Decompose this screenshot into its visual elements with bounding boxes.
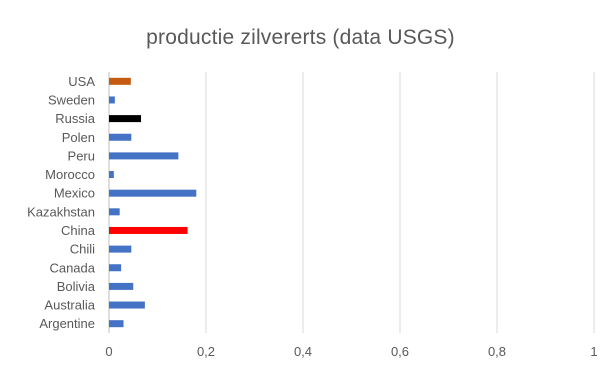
category-label: Canada [49, 260, 95, 275]
category-label: Mexico [54, 186, 95, 201]
category-label: Russia [55, 111, 96, 126]
x-tick-label: 0,2 [197, 344, 215, 359]
bar-sweden [109, 96, 115, 104]
category-label: Sweden [48, 92, 95, 107]
bar-kazakhstan [109, 208, 120, 216]
category-label: USA [68, 74, 95, 89]
category-label: Argentine [39, 316, 95, 331]
bar-mexico [109, 189, 197, 197]
bar-usa [109, 77, 131, 85]
category-label: Polen [62, 130, 95, 145]
category-label: Kazakhstan [27, 204, 95, 219]
x-tick-label: 0 [105, 344, 112, 359]
category-label: Bolivia [57, 279, 96, 294]
x-tick-label: 0,6 [391, 344, 409, 359]
category-label: China [61, 223, 96, 238]
bar-morocco [109, 171, 114, 179]
bar-peru [109, 152, 179, 160]
x-tick-label: 1 [590, 344, 597, 359]
bar-russia [109, 115, 142, 123]
x-tick-label: 0,4 [294, 344, 312, 359]
bar-australia [109, 301, 145, 309]
bar-china [109, 226, 188, 234]
category-label: Australia [44, 298, 95, 313]
bar-polen [109, 133, 132, 141]
bar-canada [109, 264, 122, 272]
bar-chili [109, 245, 132, 253]
bar-argentine [109, 320, 124, 328]
category-label: Peru [68, 148, 95, 163]
category-label: Morocco [45, 167, 95, 182]
category-label: Chili [70, 242, 95, 257]
x-tick-label: 0,8 [488, 344, 506, 359]
chart-title: productie zilvererts (data USGS) [146, 26, 455, 49]
bar-bolivia [109, 282, 134, 290]
